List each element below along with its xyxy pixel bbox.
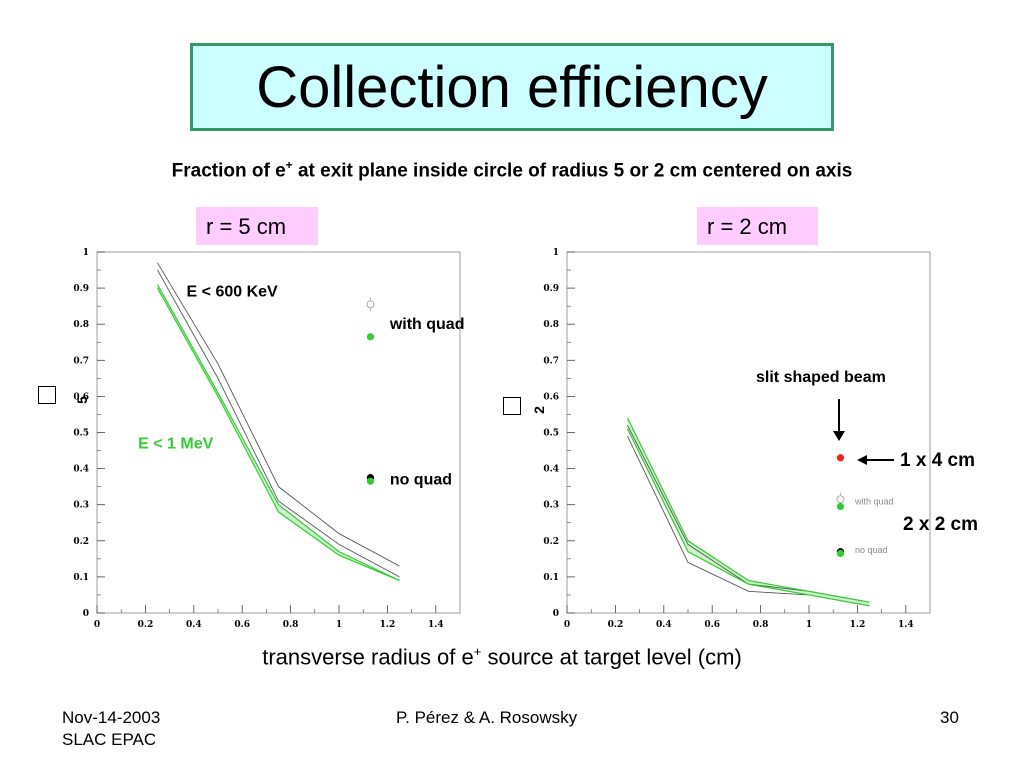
x-tick-label: 0: [94, 620, 100, 630]
chart-right: 0 0.1 0.2 0.3 0.4 0.5 0.6 0.7 0.8 0.9 1 0 0.2 0.4 0.6 0…: [543, 248, 931, 630]
one-by-four-label: 1 x 4 cm: [900, 450, 975, 471]
y-tick-label: 0.9: [73, 284, 89, 294]
slide-title: Collection efficiency: [256, 54, 768, 120]
x-tick-label: 0.6: [704, 620, 720, 630]
chart-annotation: no quad: [390, 471, 452, 488]
footer-authors: P. Pérez & A. Rosowsky: [396, 708, 578, 727]
x-tick-label: 1: [336, 620, 342, 630]
x-caption-text-2: source at target level (cm): [481, 644, 742, 670]
data-point: [836, 502, 845, 511]
y-tick-label: 0: [553, 609, 559, 619]
ylabel-symbol-box-left: [38, 386, 56, 404]
y-tick-label: 0.5: [543, 429, 559, 439]
chart-annotation: with quad: [389, 316, 465, 333]
x-tick-label: 1.4: [898, 620, 914, 630]
title-box: Collection efficiency: [190, 43, 834, 131]
chart-annotation: E < 600 KeV: [187, 284, 279, 301]
footer-left: Nov-14-2003 SLAC EPAC: [62, 707, 160, 751]
x-tick-label: 0.2: [138, 620, 154, 630]
slit-beam-label: slit shaped beam: [756, 369, 886, 386]
y-tick-label: 0.6: [73, 392, 89, 402]
x-tick-label: 0.8: [283, 620, 299, 630]
x-tick-label: 0.2: [608, 620, 624, 630]
series-line: [626, 428, 870, 607]
panel-label-left: r = 5 cm: [196, 207, 318, 245]
footer-date: Nov-14-2003: [62, 708, 161, 727]
data-point: [836, 549, 845, 558]
y-tick-label: 0.7: [543, 356, 559, 366]
x-caption-text-1: transverse radius of e: [262, 644, 474, 670]
y-tick-label: 0.5: [73, 429, 89, 439]
series-line: [156, 284, 400, 582]
series-line: [156, 287, 400, 582]
x-tick-label: 0.4: [656, 620, 672, 630]
series-line: [157, 269, 400, 578]
y-tick-label: 0.4: [73, 465, 89, 475]
x-tick-label: 0: [564, 620, 570, 630]
subtitle-text-1: Fraction of e: [171, 160, 286, 182]
y-tick-label: 0.4: [543, 465, 559, 475]
y-tick-label: 0.1: [73, 573, 89, 583]
y-tick-label: 0.1: [543, 573, 559, 583]
data-point: [366, 477, 375, 485]
chart-annotation: no quad: [855, 545, 888, 555]
x-tick-label: 0.6: [234, 620, 250, 630]
subtitle-superscript: +: [285, 158, 293, 172]
x-tick-label: 1.2: [850, 620, 866, 630]
chart-annotation: E < 1 MeV: [138, 435, 213, 452]
y-tick-label: 0.3: [543, 501, 559, 511]
two-by-two-label: 2 x 2 cm: [903, 514, 978, 535]
data-point: [366, 300, 375, 309]
footer-page-number: 30: [940, 708, 959, 727]
y-tick-label: 0.8: [73, 320, 89, 330]
series-line: [627, 425, 870, 603]
plot-frame: [96, 251, 461, 614]
footer-event: SLAC EPAC: [62, 730, 157, 749]
panel-label-right: r = 2 cm: [697, 207, 818, 245]
y-tick-label: 0: [83, 609, 89, 619]
chart-left: 0 0.1 0.2 0.3 0.4 0.5 0.6 0.7 0.8 0.9 1 0 0.2 0.4 0.6 0…: [73, 248, 464, 630]
subtitle-text-2: at exit plane inside circle of radius 5 …: [292, 160, 853, 182]
y-tick-label: 1: [83, 248, 89, 258]
plot-frame: [566, 251, 931, 614]
data-point: [366, 333, 375, 341]
y-tick-label: 0.2: [73, 537, 89, 547]
y-tick-label: 0.2: [543, 537, 559, 547]
x-tick-label: 1: [806, 620, 812, 630]
y-tick-label: 0.3: [73, 501, 89, 511]
data-point: [836, 454, 845, 462]
x-tick-label: 0.4: [186, 620, 202, 630]
y-tick-label: 0.9: [543, 284, 559, 294]
slit-arrow: [833, 399, 845, 441]
x-tick-label: 1.2: [380, 620, 396, 630]
y-tick-label: 0.7: [73, 356, 89, 366]
series-line: [157, 262, 400, 567]
x-tick-label: 1.4: [428, 620, 444, 630]
green-band: [157, 284, 400, 581]
x-axis-caption: transverse radius of e+ source at target…: [0, 644, 1004, 670]
subtitle: Fraction of e+ at exit plane inside circ…: [0, 158, 1024, 182]
chart-annotation: with quad: [854, 496, 894, 506]
x-tick-label: 0.8: [753, 620, 769, 630]
y-tick-label: 0.6: [543, 392, 559, 402]
ylabel-symbol-box-right: [503, 397, 521, 415]
series-line: [626, 417, 870, 603]
y-tick-label: 1: [553, 248, 559, 258]
y-tick-label: 0.8: [543, 320, 559, 330]
one-by-four-arrow: [857, 455, 894, 465]
x-caption-superscript: +: [473, 644, 482, 659]
data-point: [836, 495, 845, 504]
